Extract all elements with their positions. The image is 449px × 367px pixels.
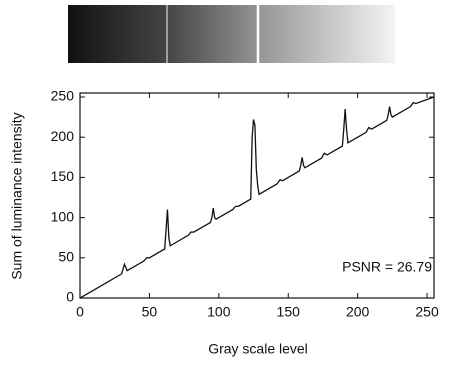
- x-axis-label: Gray scale level: [208, 341, 308, 357]
- x-tick-label: 50: [142, 304, 158, 320]
- x-tick-label: 150: [277, 304, 301, 320]
- y-tick-label: 200: [51, 128, 75, 144]
- y-tick-label: 50: [58, 249, 74, 265]
- x-tick-label: 0: [76, 304, 84, 320]
- y-axis-label: Sum of luminance intensity: [9, 112, 25, 279]
- annotation: PSNR = 26.79: [342, 259, 432, 275]
- y-tick-label: 100: [51, 208, 75, 224]
- gray-scale-strip: [68, 5, 395, 63]
- y-tick-label: 150: [51, 168, 75, 184]
- y-tick-label: 250: [51, 88, 75, 104]
- chart: Gray scale level Sum of luminance intens…: [0, 0, 449, 367]
- x-tick-label: 200: [346, 304, 370, 320]
- y-tick-label: 0: [66, 289, 74, 305]
- x-tick-label: 100: [207, 304, 231, 320]
- x-tick-label: 250: [415, 304, 439, 320]
